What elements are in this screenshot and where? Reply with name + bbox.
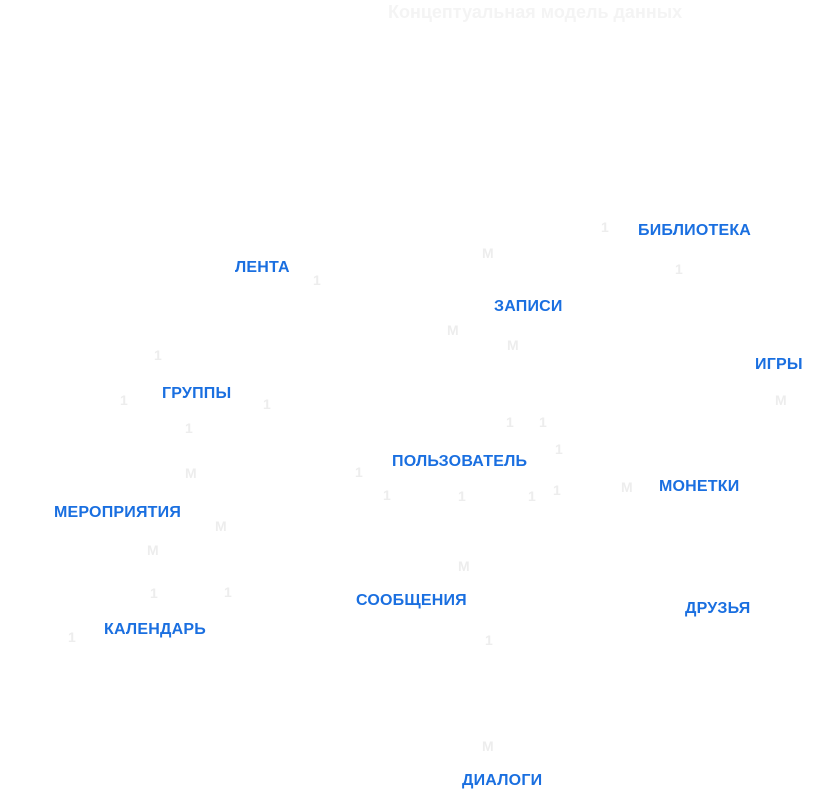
cardinality-label: M <box>482 738 494 754</box>
entity-monetki: МОНЕТКИ <box>659 478 740 495</box>
cardinality-label: M <box>447 322 459 338</box>
cardinality-label: 1 <box>506 414 514 430</box>
cardinality-label: M <box>775 392 787 408</box>
cardinality-label: M <box>147 542 159 558</box>
cardinality-label: 1 <box>355 464 363 480</box>
cardinality-label: 1 <box>485 632 493 648</box>
cardinality-label: 1 <box>68 629 76 645</box>
entity-polzovatel: ПОЛЬЗОВАТЕЛЬ <box>392 453 528 470</box>
cardinality-label: 1 <box>224 584 232 600</box>
cardinality-label: 1 <box>675 261 683 277</box>
cardinality-label: 1 <box>553 482 561 498</box>
cardinality-label: 1 <box>555 441 563 457</box>
cardinality-label: 1 <box>185 420 193 436</box>
entity-dialogi: ДИАЛОГИ <box>462 772 543 789</box>
cardinality-label: M <box>507 337 519 353</box>
entity-zapisi: ЗАПИСИ <box>494 298 563 315</box>
cardinality-label: M <box>215 518 227 534</box>
entity-druzya: ДРУЗЬЯ <box>685 600 751 617</box>
entity-meropriyatiya: МЕРОПРИЯТИЯ <box>54 504 182 521</box>
entity-biblioteka: БИБЛИОТЕКА <box>638 222 752 239</box>
cardinality-label: 1 <box>539 414 547 430</box>
cardinality-label: M <box>482 245 494 261</box>
cardinality-label: 1 <box>120 392 128 408</box>
cardinality-label: M <box>621 479 633 495</box>
cardinality-label: 1 <box>528 488 536 504</box>
cardinality-label: 1 <box>313 272 321 288</box>
diagram-title: Концептуальная модель данных <box>388 2 683 22</box>
entity-gruppy: ГРУППЫ <box>162 385 232 402</box>
cardinality-label: 1 <box>263 396 271 412</box>
cardinality-label: M <box>458 558 470 574</box>
cardinality-label: M <box>185 465 197 481</box>
entity-kalendar: КАЛЕНДАРЬ <box>104 621 206 638</box>
cardinality-label: 1 <box>154 347 162 363</box>
cardinality-label: 1 <box>601 219 609 235</box>
cardinality-label: 1 <box>383 487 391 503</box>
entity-igry: ИГРЫ <box>755 356 803 373</box>
entity-lenta: ЛЕНТА <box>235 259 290 276</box>
entity-soobshcheniya: СООБЩЕНИЯ <box>356 592 467 609</box>
cardinality-label: 1 <box>458 488 466 504</box>
cardinality-label: 1 <box>150 585 158 601</box>
